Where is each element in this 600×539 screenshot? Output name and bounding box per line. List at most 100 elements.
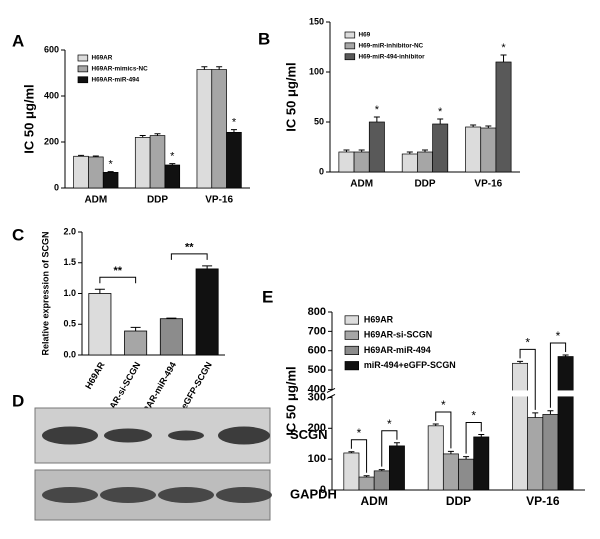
- significance-bracket: [435, 411, 452, 449]
- legend-swatch: [344, 330, 359, 340]
- legend-swatch: [344, 53, 356, 61]
- error-bar: [78, 154, 85, 157]
- significance-label: **: [113, 265, 122, 277]
- blot-band: [42, 487, 98, 503]
- bar: [159, 318, 183, 356]
- y-tick-label: 0: [319, 166, 324, 176]
- bar: [102, 172, 119, 189]
- bar: [88, 156, 104, 189]
- y-tick-label: 2.0: [63, 226, 76, 236]
- bar: [542, 414, 559, 491]
- x-tick-label: ADM: [361, 494, 388, 508]
- blot-band: [100, 487, 156, 503]
- y-tick-label: 200: [308, 422, 326, 434]
- x-tick-label: DDP: [414, 179, 435, 190]
- bar: [480, 127, 497, 173]
- y-tick-label: 1.0: [63, 288, 76, 298]
- legend-label: miR-494+eGFP-SCGN: [364, 360, 456, 370]
- blot-band: [42, 426, 98, 445]
- y-tick-label: 150: [309, 16, 324, 26]
- error-bar: [202, 265, 213, 269]
- significance-bracket: [519, 348, 536, 410]
- y-axis-label: IC 50 μg/ml: [283, 62, 298, 131]
- y-tick-label: 500: [308, 364, 326, 376]
- significance-bracket: [549, 342, 567, 408]
- error-bar: [107, 171, 114, 173]
- error-bar: [154, 133, 161, 136]
- y-tick-label: 600: [44, 44, 59, 54]
- legend-label: H69: [359, 32, 371, 39]
- x-tick-label: VP-16: [474, 179, 502, 190]
- significance-label: *: [375, 104, 380, 116]
- error-bar: [139, 135, 146, 138]
- error-bar: [216, 66, 223, 70]
- panel-label: D: [12, 391, 24, 410]
- legend-label: H69AR-mimics-NC: [92, 66, 149, 73]
- bar: [557, 356, 574, 491]
- bar: [195, 268, 219, 356]
- y-tick-label: 700: [308, 325, 326, 337]
- bar: [458, 458, 475, 491]
- error-bar: [363, 475, 370, 478]
- bar: [495, 61, 512, 173]
- legend-swatch: [344, 42, 356, 50]
- y-tick-label: 0.5: [63, 319, 76, 329]
- legend-label: H69-miR-inhibitor-NC: [359, 43, 424, 50]
- y-tick-label: 0: [320, 484, 326, 496]
- x-tick-label: H69AR: [83, 360, 107, 391]
- bar: [473, 436, 490, 491]
- error-bar: [94, 288, 105, 294]
- error-bar: [130, 326, 141, 332]
- bar: [465, 126, 482, 173]
- bar: [226, 131, 242, 189]
- y-tick-label: 0.0: [63, 349, 76, 359]
- y-axis-label: IC 50 μg/ml: [283, 366, 298, 435]
- band-label: SCGN: [290, 427, 328, 442]
- error-bar: [562, 354, 569, 357]
- error-bar: [373, 116, 380, 122]
- blot-band: [218, 426, 270, 445]
- y-tick-label: 400: [308, 383, 326, 395]
- legend-swatch: [344, 315, 359, 325]
- bar: [88, 293, 112, 356]
- bar: [134, 137, 151, 189]
- legend-swatch: [344, 31, 356, 39]
- legend-swatch: [77, 54, 89, 62]
- significance-label: *: [108, 159, 113, 171]
- error-bar: [358, 149, 365, 152]
- error-bar: [348, 451, 355, 453]
- y-tick-label: 400: [44, 90, 59, 100]
- error-bar: [547, 410, 554, 415]
- panel-label: C: [12, 225, 24, 244]
- blot-band: [158, 487, 214, 503]
- legend-swatch: [77, 65, 89, 73]
- significance-label: *: [387, 417, 392, 431]
- y-tick-label: 300: [308, 391, 326, 403]
- error-bar: [378, 469, 385, 471]
- legend-swatch: [77, 76, 89, 84]
- error-bar: [422, 149, 428, 152]
- error-bar: [406, 151, 413, 154]
- significance-bracket: [381, 430, 398, 467]
- significance-label: *: [525, 336, 530, 350]
- bar: [417, 151, 433, 173]
- significance-label: *: [471, 409, 476, 423]
- significance-label: *: [170, 151, 175, 163]
- y-axis-label: IC 50 μg/ml: [21, 84, 36, 153]
- y-tick-label: 100: [309, 66, 324, 76]
- bar: [211, 69, 227, 189]
- axis-break-mark: [326, 387, 336, 399]
- significance-bracket: [99, 276, 137, 284]
- significance-bracket: [465, 421, 482, 454]
- y-tick-label: 600: [308, 345, 326, 357]
- bar: [73, 155, 89, 189]
- legend-label: H69-miR-494-inhibitor: [359, 53, 426, 60]
- bar: [373, 470, 390, 491]
- error-bar: [478, 433, 485, 437]
- x-tick-label: VP-16: [205, 195, 233, 206]
- error-bar: [463, 456, 470, 460]
- bar: [124, 330, 148, 356]
- error-bar: [230, 129, 237, 133]
- significance-label: *: [232, 116, 237, 128]
